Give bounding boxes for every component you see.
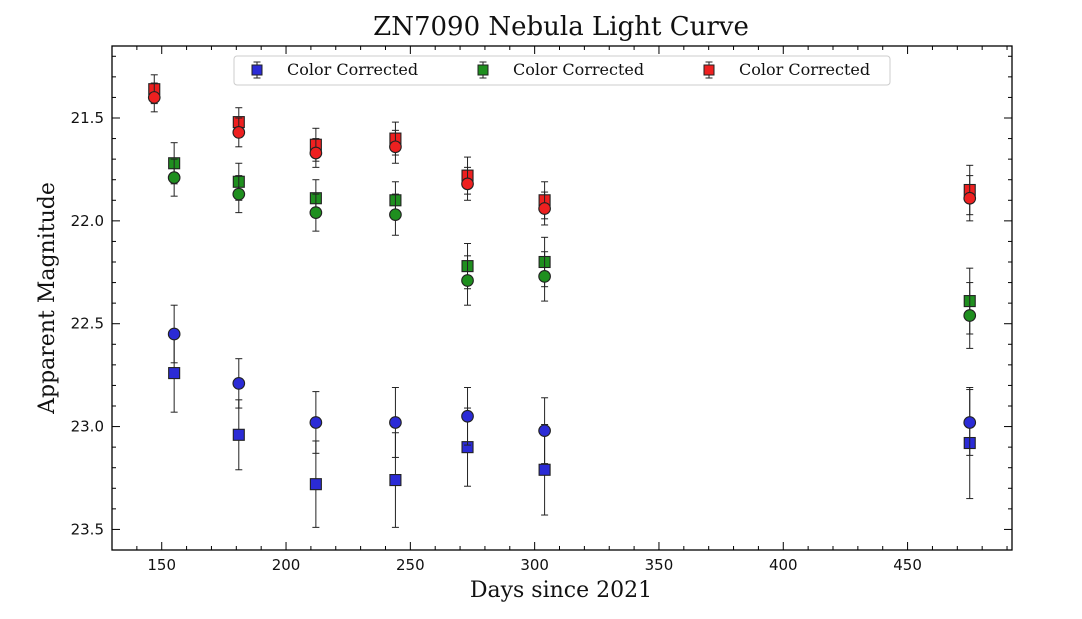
series-4 xyxy=(167,304,977,465)
x-tick-label: 400 xyxy=(769,556,798,574)
legend: Color Corrected Color Corrected Color Corr… xyxy=(233,55,891,86)
y-tick-label: 23.0 xyxy=(71,418,104,436)
data-point-circle xyxy=(309,146,323,160)
data-point-circle xyxy=(538,424,551,438)
data-point-circle xyxy=(963,416,977,429)
y-axis-label: Apparent Magnitude xyxy=(35,182,60,415)
data-point-square xyxy=(538,463,551,476)
data-point-circle xyxy=(461,177,474,191)
data-point-circle xyxy=(538,270,551,283)
series-6 xyxy=(147,82,977,226)
data-point-circle xyxy=(147,91,161,104)
legend-label: Color Corrected xyxy=(739,60,870,79)
data-point-circle xyxy=(963,191,977,205)
data-point-circle xyxy=(309,416,323,429)
data-point-circle xyxy=(232,377,246,390)
x-tick-label: 350 xyxy=(645,556,674,574)
data-point-circle xyxy=(167,327,181,341)
plot-frame xyxy=(111,45,1013,551)
legend-label: Color Corrected xyxy=(513,60,644,79)
y-tick-label: 21.5 xyxy=(71,109,104,127)
data-point-circle xyxy=(538,202,551,215)
plot-area: 150 200 250 300 350 400 450 21.5 22.0 22.5 23.0 23.… xyxy=(71,45,1013,574)
data-point-circle xyxy=(389,208,402,222)
series-1 xyxy=(168,333,976,528)
data-point-square xyxy=(309,478,322,491)
data-point-circle xyxy=(232,187,246,201)
data-point-circle xyxy=(461,409,474,423)
data-point-circle xyxy=(389,416,402,429)
data-point-circle xyxy=(963,309,977,322)
data-point-circle xyxy=(461,274,474,287)
legend-marker xyxy=(251,64,263,76)
data-point-circle xyxy=(167,171,181,185)
y-tick-label: 23.5 xyxy=(71,520,104,538)
legend-label: Color Corrected xyxy=(287,60,418,79)
legend-marker xyxy=(703,64,715,76)
series-5 xyxy=(167,158,977,349)
y-tick-label: 22.0 xyxy=(71,212,104,230)
series-2 xyxy=(168,142,976,335)
x-tick-label: 200 xyxy=(272,556,301,574)
data-point-square xyxy=(168,367,181,380)
x-tick-label: 300 xyxy=(520,556,549,574)
chart-title: ZN7090 Nebula Light Curve xyxy=(373,12,749,42)
data-point-square xyxy=(389,474,402,487)
legend-box xyxy=(233,55,891,86)
legend-marker xyxy=(477,64,489,76)
series-3 xyxy=(148,74,976,220)
x-tick-label: 250 xyxy=(396,556,425,574)
data-point-circle xyxy=(232,126,246,139)
data-point-circle xyxy=(309,206,323,219)
x-tick-label: 150 xyxy=(147,556,176,574)
x-tick-label: 450 xyxy=(893,556,922,574)
x-axis-label: Days since 2021 xyxy=(470,578,652,603)
data-point-square xyxy=(232,428,245,441)
y-tick-label: 22.5 xyxy=(71,315,104,333)
data-point-circle xyxy=(389,140,402,154)
